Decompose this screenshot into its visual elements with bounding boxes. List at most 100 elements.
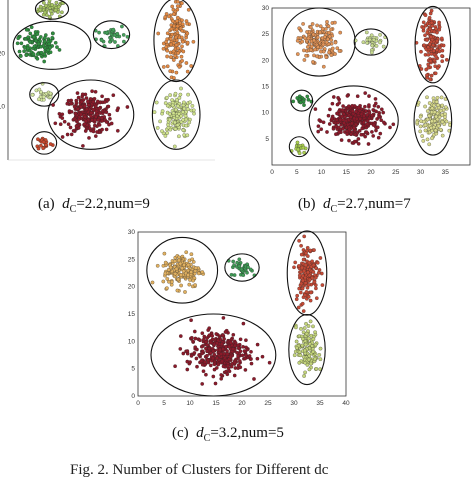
data-point bbox=[65, 101, 70, 106]
cluster-8 bbox=[152, 86, 196, 149]
data-point bbox=[304, 331, 309, 336]
data-point bbox=[291, 99, 296, 104]
data-point bbox=[173, 91, 178, 96]
cluster-boundary bbox=[31, 131, 58, 155]
data-point bbox=[326, 24, 331, 29]
data-point bbox=[311, 337, 316, 342]
data-point bbox=[436, 103, 440, 107]
data-point bbox=[170, 4, 175, 9]
data-point bbox=[186, 273, 190, 277]
data-point bbox=[249, 357, 253, 361]
data-point bbox=[192, 351, 197, 355]
data-point bbox=[84, 119, 88, 124]
data-point bbox=[94, 114, 98, 119]
data-point bbox=[340, 108, 345, 112]
data-point bbox=[305, 30, 309, 34]
data-point bbox=[167, 112, 172, 116]
data-point bbox=[306, 324, 311, 328]
data-point bbox=[48, 142, 53, 146]
data-point bbox=[244, 345, 248, 350]
data-point bbox=[236, 363, 241, 368]
data-point bbox=[421, 26, 426, 31]
data-point bbox=[88, 97, 93, 101]
data-point bbox=[294, 297, 299, 302]
data-point bbox=[427, 142, 432, 147]
data-point bbox=[247, 354, 252, 358]
data-point bbox=[41, 95, 46, 99]
data-point bbox=[435, 66, 440, 70]
data-point bbox=[94, 109, 99, 114]
data-point bbox=[58, 122, 63, 127]
x-tick-label: 10 bbox=[318, 169, 326, 176]
data-point bbox=[225, 372, 230, 377]
data-point bbox=[307, 273, 312, 278]
data-point bbox=[294, 339, 299, 344]
data-point bbox=[312, 38, 316, 43]
data-point bbox=[310, 276, 315, 280]
data-point bbox=[115, 128, 120, 133]
data-point bbox=[440, 48, 445, 53]
data-point bbox=[231, 332, 236, 337]
data-point bbox=[182, 100, 186, 105]
data-point bbox=[308, 319, 313, 324]
data-point bbox=[299, 243, 303, 248]
data-point bbox=[219, 373, 224, 377]
data-point bbox=[324, 55, 329, 60]
data-point bbox=[232, 263, 236, 268]
data-point bbox=[122, 39, 126, 44]
data-point bbox=[180, 266, 185, 271]
data-point bbox=[425, 137, 430, 142]
data-point bbox=[347, 138, 351, 143]
data-point bbox=[177, 134, 181, 139]
data-point bbox=[91, 107, 96, 112]
data-point bbox=[342, 121, 346, 125]
x-tick-label: 5 bbox=[162, 400, 166, 407]
y-tick-label: 5 bbox=[131, 366, 135, 373]
y-tick-label: 30 bbox=[262, 5, 270, 12]
data-point bbox=[419, 49, 423, 54]
data-point bbox=[309, 44, 314, 49]
data-point bbox=[160, 109, 165, 113]
cluster-3 bbox=[292, 234, 325, 313]
caption-a: (a) dC=2.2,num=9 bbox=[38, 196, 150, 215]
y-tick-label: 10 bbox=[0, 104, 5, 111]
data-point bbox=[22, 49, 26, 54]
data-point bbox=[443, 112, 448, 116]
data-point bbox=[71, 128, 76, 133]
data-point bbox=[174, 43, 179, 47]
data-point bbox=[307, 277, 312, 282]
x-tick-label: 35 bbox=[442, 169, 450, 176]
data-point bbox=[152, 110, 157, 114]
data-point bbox=[312, 280, 317, 284]
data-point bbox=[317, 118, 322, 122]
data-point bbox=[166, 125, 171, 130]
data-point bbox=[201, 337, 206, 342]
data-point bbox=[240, 353, 245, 358]
data-point bbox=[178, 26, 183, 31]
data-point bbox=[426, 45, 431, 50]
data-point bbox=[292, 353, 297, 358]
data-point bbox=[304, 321, 308, 326]
data-point bbox=[440, 59, 445, 64]
data-point bbox=[211, 356, 215, 361]
data-point bbox=[192, 329, 197, 334]
data-point bbox=[173, 120, 177, 125]
data-point bbox=[236, 354, 240, 358]
data-point bbox=[303, 342, 308, 347]
data-point bbox=[248, 267, 253, 272]
data-point bbox=[313, 275, 318, 280]
data-point bbox=[232, 360, 237, 365]
data-point bbox=[90, 89, 94, 94]
data-point bbox=[330, 116, 334, 121]
data-point bbox=[175, 24, 180, 29]
cluster-2 bbox=[15, 25, 62, 64]
data-point bbox=[224, 344, 228, 349]
data-point bbox=[39, 50, 44, 55]
data-point bbox=[444, 119, 449, 124]
data-point bbox=[363, 91, 368, 95]
data-point bbox=[60, 112, 65, 117]
data-point bbox=[172, 144, 177, 149]
data-point bbox=[429, 8, 434, 13]
data-point bbox=[314, 367, 319, 371]
data-point bbox=[296, 147, 301, 152]
